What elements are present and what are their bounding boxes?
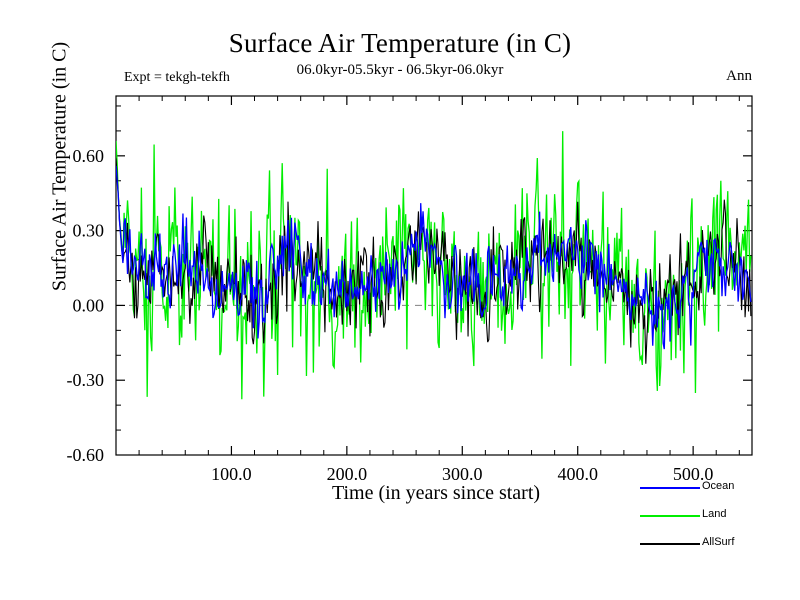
experiment-label: Expt = tekgh-tekfh	[124, 70, 230, 85]
svg-text:200.0: 200.0	[327, 464, 368, 484]
svg-text:0.00: 0.00	[73, 295, 105, 315]
svg-text:-0.60: -0.60	[67, 445, 105, 465]
x-axis-label: Time (in years since start)	[331, 482, 541, 504]
legend-label-land: Land	[702, 508, 727, 520]
legend-label-allsurf: AllSurf	[702, 536, 735, 548]
svg-text:0.30: 0.30	[73, 221, 105, 241]
chart-subtitle: 06.0kyr-05.5kyr - 06.5kyr-06.0kyr	[296, 62, 504, 78]
legend-item-land: Land	[640, 508, 790, 538]
legend-swatch-allsurf	[640, 543, 700, 545]
svg-text:300.0: 300.0	[442, 464, 483, 484]
chart-legend: Ocean Land AllSurf	[640, 480, 790, 566]
legend-label-ocean: Ocean	[702, 480, 735, 492]
page-title: Surface Air Temperature (in C)	[228, 28, 572, 58]
legend-swatch-ocean	[640, 487, 700, 489]
period-label: Ann	[726, 68, 752, 84]
svg-text:500.0: 500.0	[673, 464, 714, 484]
svg-text:0.60: 0.60	[73, 146, 105, 166]
svg-text:400.0: 400.0	[557, 464, 598, 484]
svg-text:-0.30: -0.30	[67, 370, 105, 390]
svg-text:100.0: 100.0	[211, 464, 252, 484]
legend-item-ocean: Ocean	[640, 480, 790, 510]
legend-swatch-land	[640, 515, 700, 517]
legend-item-allsurf: AllSurf	[640, 536, 790, 566]
